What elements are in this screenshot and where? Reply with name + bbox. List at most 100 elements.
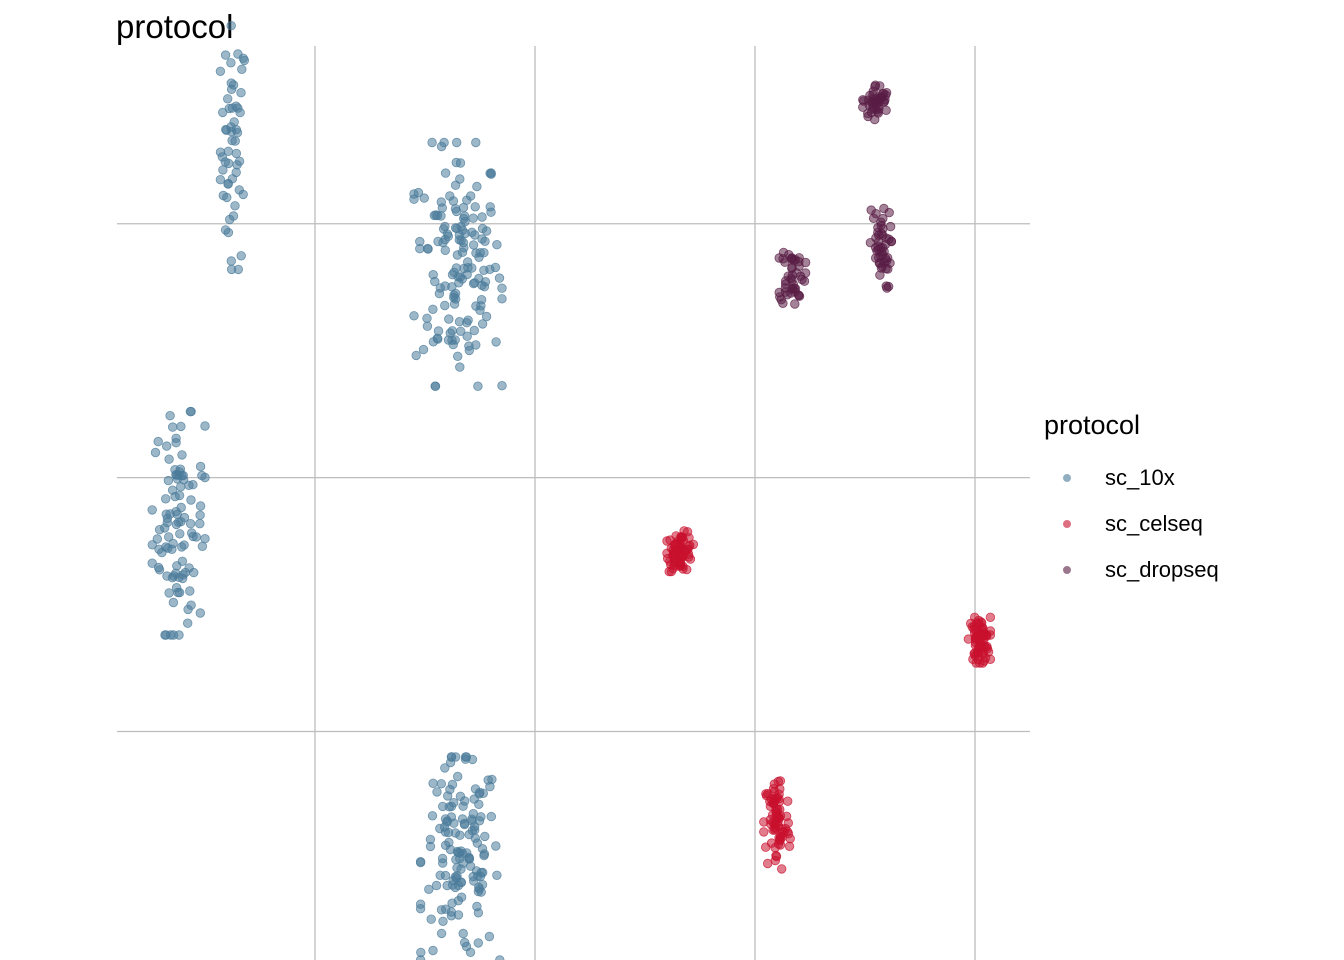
legend-marker-sc_10x bbox=[1063, 474, 1071, 482]
point-sc_dropseq bbox=[786, 254, 797, 264]
point-sc_10x bbox=[220, 225, 231, 235]
point-sc_10x bbox=[174, 490, 185, 501]
point-sc_celseq bbox=[771, 811, 781, 822]
point-sc_10x bbox=[435, 870, 445, 881]
point-sc_10x bbox=[195, 519, 205, 529]
point-sc_10x bbox=[163, 532, 174, 542]
point-sc_10x bbox=[453, 847, 463, 858]
point-sc_10x bbox=[492, 239, 502, 250]
point-sc_celseq bbox=[978, 631, 988, 641]
point-sc_10x bbox=[176, 517, 186, 527]
point-sc_10x bbox=[176, 542, 187, 552]
point-sc_10x bbox=[232, 127, 243, 138]
point-sc_10x bbox=[459, 819, 470, 830]
point-sc_10x bbox=[494, 273, 505, 283]
point-sc_10x bbox=[451, 294, 461, 304]
point-sc_10x bbox=[461, 752, 472, 762]
point-sc_celseq bbox=[678, 535, 689, 545]
point-sc_10x bbox=[226, 256, 237, 266]
point-sc_10x bbox=[164, 588, 174, 598]
point-sc_10x bbox=[239, 55, 250, 66]
point-sc_10x bbox=[161, 630, 171, 640]
legend-marker-sc_celseq bbox=[1063, 520, 1071, 528]
point-sc_10x bbox=[460, 796, 470, 806]
point-sc_10x bbox=[497, 283, 507, 293]
point-sc_10x bbox=[170, 465, 180, 475]
legend: protocol sc_10x sc_celseq sc_dropseq bbox=[1044, 410, 1219, 593]
chart-title: protocol bbox=[116, 8, 234, 45]
point-sc_10x bbox=[459, 211, 470, 221]
point-sc_10x bbox=[453, 910, 464, 920]
legend-marker-sc_dropseq bbox=[1063, 566, 1071, 574]
point-sc_10x bbox=[468, 240, 479, 250]
point-sc_10x bbox=[436, 197, 447, 207]
point-sc_10x bbox=[454, 230, 465, 240]
point-sc_10x bbox=[441, 904, 451, 914]
point-sc_celseq bbox=[678, 550, 688, 561]
point-sc_10x bbox=[413, 187, 424, 198]
point-sc_10x bbox=[470, 784, 481, 794]
point-sc_10x bbox=[438, 801, 448, 812]
legend-title: protocol bbox=[1044, 410, 1141, 440]
point-sc_10x bbox=[440, 814, 451, 824]
point-sc_10x bbox=[453, 351, 463, 362]
point-sc_celseq bbox=[985, 612, 996, 623]
point-sc_dropseq bbox=[790, 286, 800, 297]
point-sc_dropseq bbox=[871, 233, 881, 243]
point-sc_10x bbox=[227, 135, 237, 146]
point-sc_10x bbox=[440, 245, 451, 256]
point-sc_10x bbox=[161, 441, 172, 451]
point-sc_10x bbox=[477, 319, 488, 329]
point-sc_10x bbox=[176, 421, 186, 432]
point-sc_10x bbox=[147, 505, 157, 515]
point-sc_10x bbox=[485, 781, 495, 792]
point-sc_10x bbox=[227, 103, 238, 113]
point-sc_10x bbox=[167, 485, 178, 495]
point-sc_celseq bbox=[759, 827, 769, 837]
point-sc_10x bbox=[428, 304, 438, 315]
point-sc_dropseq bbox=[794, 253, 804, 263]
point-sc_10x bbox=[223, 146, 234, 157]
point-sc_10x bbox=[495, 955, 505, 960]
point-sc_10x bbox=[185, 586, 195, 596]
point-sc_10x bbox=[431, 210, 441, 220]
point-sc_10x bbox=[217, 152, 228, 162]
point-sc_10x bbox=[200, 534, 210, 544]
point-sc_10x bbox=[200, 421, 210, 431]
point-sc_10x bbox=[446, 752, 457, 762]
point-sc_dropseq bbox=[883, 281, 894, 292]
point-sc_10x bbox=[163, 543, 173, 553]
point-sc_10x bbox=[427, 811, 438, 821]
point-sc_10x bbox=[428, 945, 438, 956]
point-sc_10x bbox=[415, 904, 426, 914]
point-sc_10x bbox=[456, 221, 466, 232]
point-sc_celseq bbox=[678, 564, 688, 574]
point-sc_10x bbox=[218, 165, 228, 175]
point-sc_10x bbox=[167, 573, 178, 583]
point-sc_10x bbox=[473, 381, 483, 391]
point-sc_10x bbox=[455, 174, 465, 184]
point-sc_10x bbox=[444, 314, 454, 324]
point-sc_10x bbox=[480, 831, 490, 842]
point-sc_10x bbox=[479, 265, 489, 276]
point-sc_10x bbox=[215, 66, 226, 77]
point-sc_10x bbox=[471, 137, 481, 148]
point-sc_dropseq bbox=[877, 89, 888, 99]
point-sc_dropseq bbox=[881, 105, 891, 116]
point-sc_10x bbox=[450, 828, 461, 838]
point-sc_10x bbox=[467, 227, 477, 238]
point-sc_10x bbox=[479, 247, 489, 258]
point-sc_celseq bbox=[766, 794, 776, 804]
point-sc_dropseq bbox=[885, 221, 896, 232]
point-sc_dropseq bbox=[874, 252, 884, 263]
point-sc_10x bbox=[449, 798, 459, 808]
point-sc_10x bbox=[434, 288, 445, 299]
point-sc_10x bbox=[470, 202, 480, 212]
point-sc_celseq bbox=[670, 539, 681, 550]
point-sc_dropseq bbox=[774, 253, 784, 263]
point-sc_10x bbox=[450, 882, 461, 893]
point-sc_10x bbox=[465, 947, 476, 958]
point-sc_10x bbox=[171, 583, 182, 593]
point-sc_10x bbox=[464, 829, 474, 840]
point-sc_10x bbox=[440, 300, 450, 311]
